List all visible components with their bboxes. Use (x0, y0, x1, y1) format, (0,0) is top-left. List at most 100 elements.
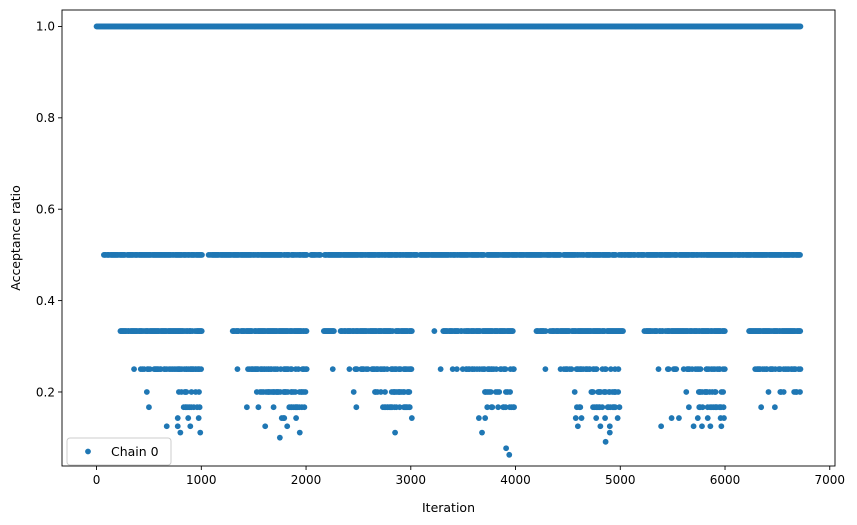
data-point (331, 328, 337, 334)
x-axis-label: Iteration (422, 500, 475, 515)
x-tick-label: 7000 (814, 473, 845, 487)
data-point (174, 423, 181, 430)
data-point (507, 389, 513, 395)
data-point (188, 389, 195, 395)
legend-label: Chain 0 (111, 444, 159, 459)
y-tick-label: 1.0 (36, 20, 55, 34)
data-point (281, 415, 288, 421)
x-tick-label: 0 (93, 473, 101, 487)
data-point (673, 366, 680, 373)
data-point (607, 366, 614, 373)
data-point (574, 423, 581, 430)
data-point (676, 415, 682, 421)
data-point (683, 389, 690, 395)
y-axis-label: Acceptance ratio (8, 185, 23, 291)
data-point (606, 423, 613, 430)
y-tick-label: 0.8 (36, 111, 55, 125)
data-point (502, 404, 509, 411)
data-point (620, 328, 626, 334)
data-point (765, 389, 772, 395)
data-point (495, 404, 502, 411)
data-point (234, 366, 241, 373)
data-point (668, 415, 675, 421)
data-point (147, 366, 153, 373)
data-point (771, 404, 778, 411)
x-tick-label: 3000 (396, 473, 427, 487)
plot-frame (61, 9, 836, 467)
data-point (542, 366, 549, 373)
y-tick-label: 0.6 (36, 203, 55, 217)
x-tick-label: 2000 (291, 473, 322, 487)
data-point (174, 415, 181, 421)
x-tick-label: 4000 (500, 473, 531, 487)
data-point (602, 415, 608, 421)
data-point (408, 328, 415, 334)
data-point (797, 252, 803, 258)
plot-background (62, 10, 835, 466)
data-points (93, 23, 804, 458)
data-point (185, 415, 192, 421)
legend-box (66, 437, 172, 466)
data-point (489, 404, 496, 411)
data-point (496, 389, 503, 395)
data-point (187, 423, 194, 430)
data-point (509, 328, 516, 334)
data-point (196, 389, 202, 395)
data-point (382, 389, 388, 395)
data-point (329, 366, 336, 373)
data-point (707, 423, 714, 430)
data-point (453, 366, 460, 373)
data-point (255, 404, 262, 411)
data-point (354, 366, 360, 373)
data-point (484, 404, 491, 411)
data-point (284, 423, 291, 430)
data-point (721, 328, 728, 334)
data-point (131, 366, 137, 373)
data-point (602, 366, 609, 373)
data-point (616, 404, 623, 411)
data-point (568, 366, 575, 373)
data-point (720, 389, 727, 395)
data-point (699, 423, 705, 430)
data-point (183, 389, 190, 395)
data-point (571, 389, 578, 395)
data-point (510, 366, 517, 373)
data-point (758, 404, 765, 411)
data-point (721, 366, 728, 373)
data-point (658, 423, 665, 430)
data-point (506, 451, 513, 458)
y-axis: 0.2 0.4 0.6 0.8 1.0 (36, 20, 62, 399)
data-point (384, 366, 391, 373)
data-point (195, 415, 202, 421)
data-point (406, 404, 413, 411)
data-point (353, 404, 360, 411)
data-point (302, 389, 309, 395)
x-axis: 0 1000 2000 3000 4000 5000 6000 7000 (93, 466, 845, 487)
data-point (199, 252, 205, 258)
data-point (655, 366, 662, 373)
data-point (292, 389, 299, 395)
data-point (577, 404, 584, 411)
data-point (590, 389, 596, 395)
data-point (503, 445, 510, 452)
x-tick-label: 6000 (710, 473, 741, 487)
data-point (197, 429, 204, 436)
data-point (685, 404, 692, 411)
data-point (364, 366, 371, 373)
data-point (615, 389, 622, 395)
data-point (699, 404, 706, 411)
data-point (449, 366, 456, 373)
data-point (597, 423, 604, 430)
legend-marker (85, 448, 91, 455)
data-point (704, 415, 711, 421)
data-point (303, 328, 310, 334)
data-point (612, 404, 619, 411)
y-tick-label: 0.2 (36, 385, 55, 399)
data-point (572, 415, 579, 421)
data-point (593, 415, 600, 421)
data-point (493, 366, 500, 373)
data-point (293, 415, 299, 421)
data-point (270, 404, 277, 411)
data-point (511, 404, 517, 411)
